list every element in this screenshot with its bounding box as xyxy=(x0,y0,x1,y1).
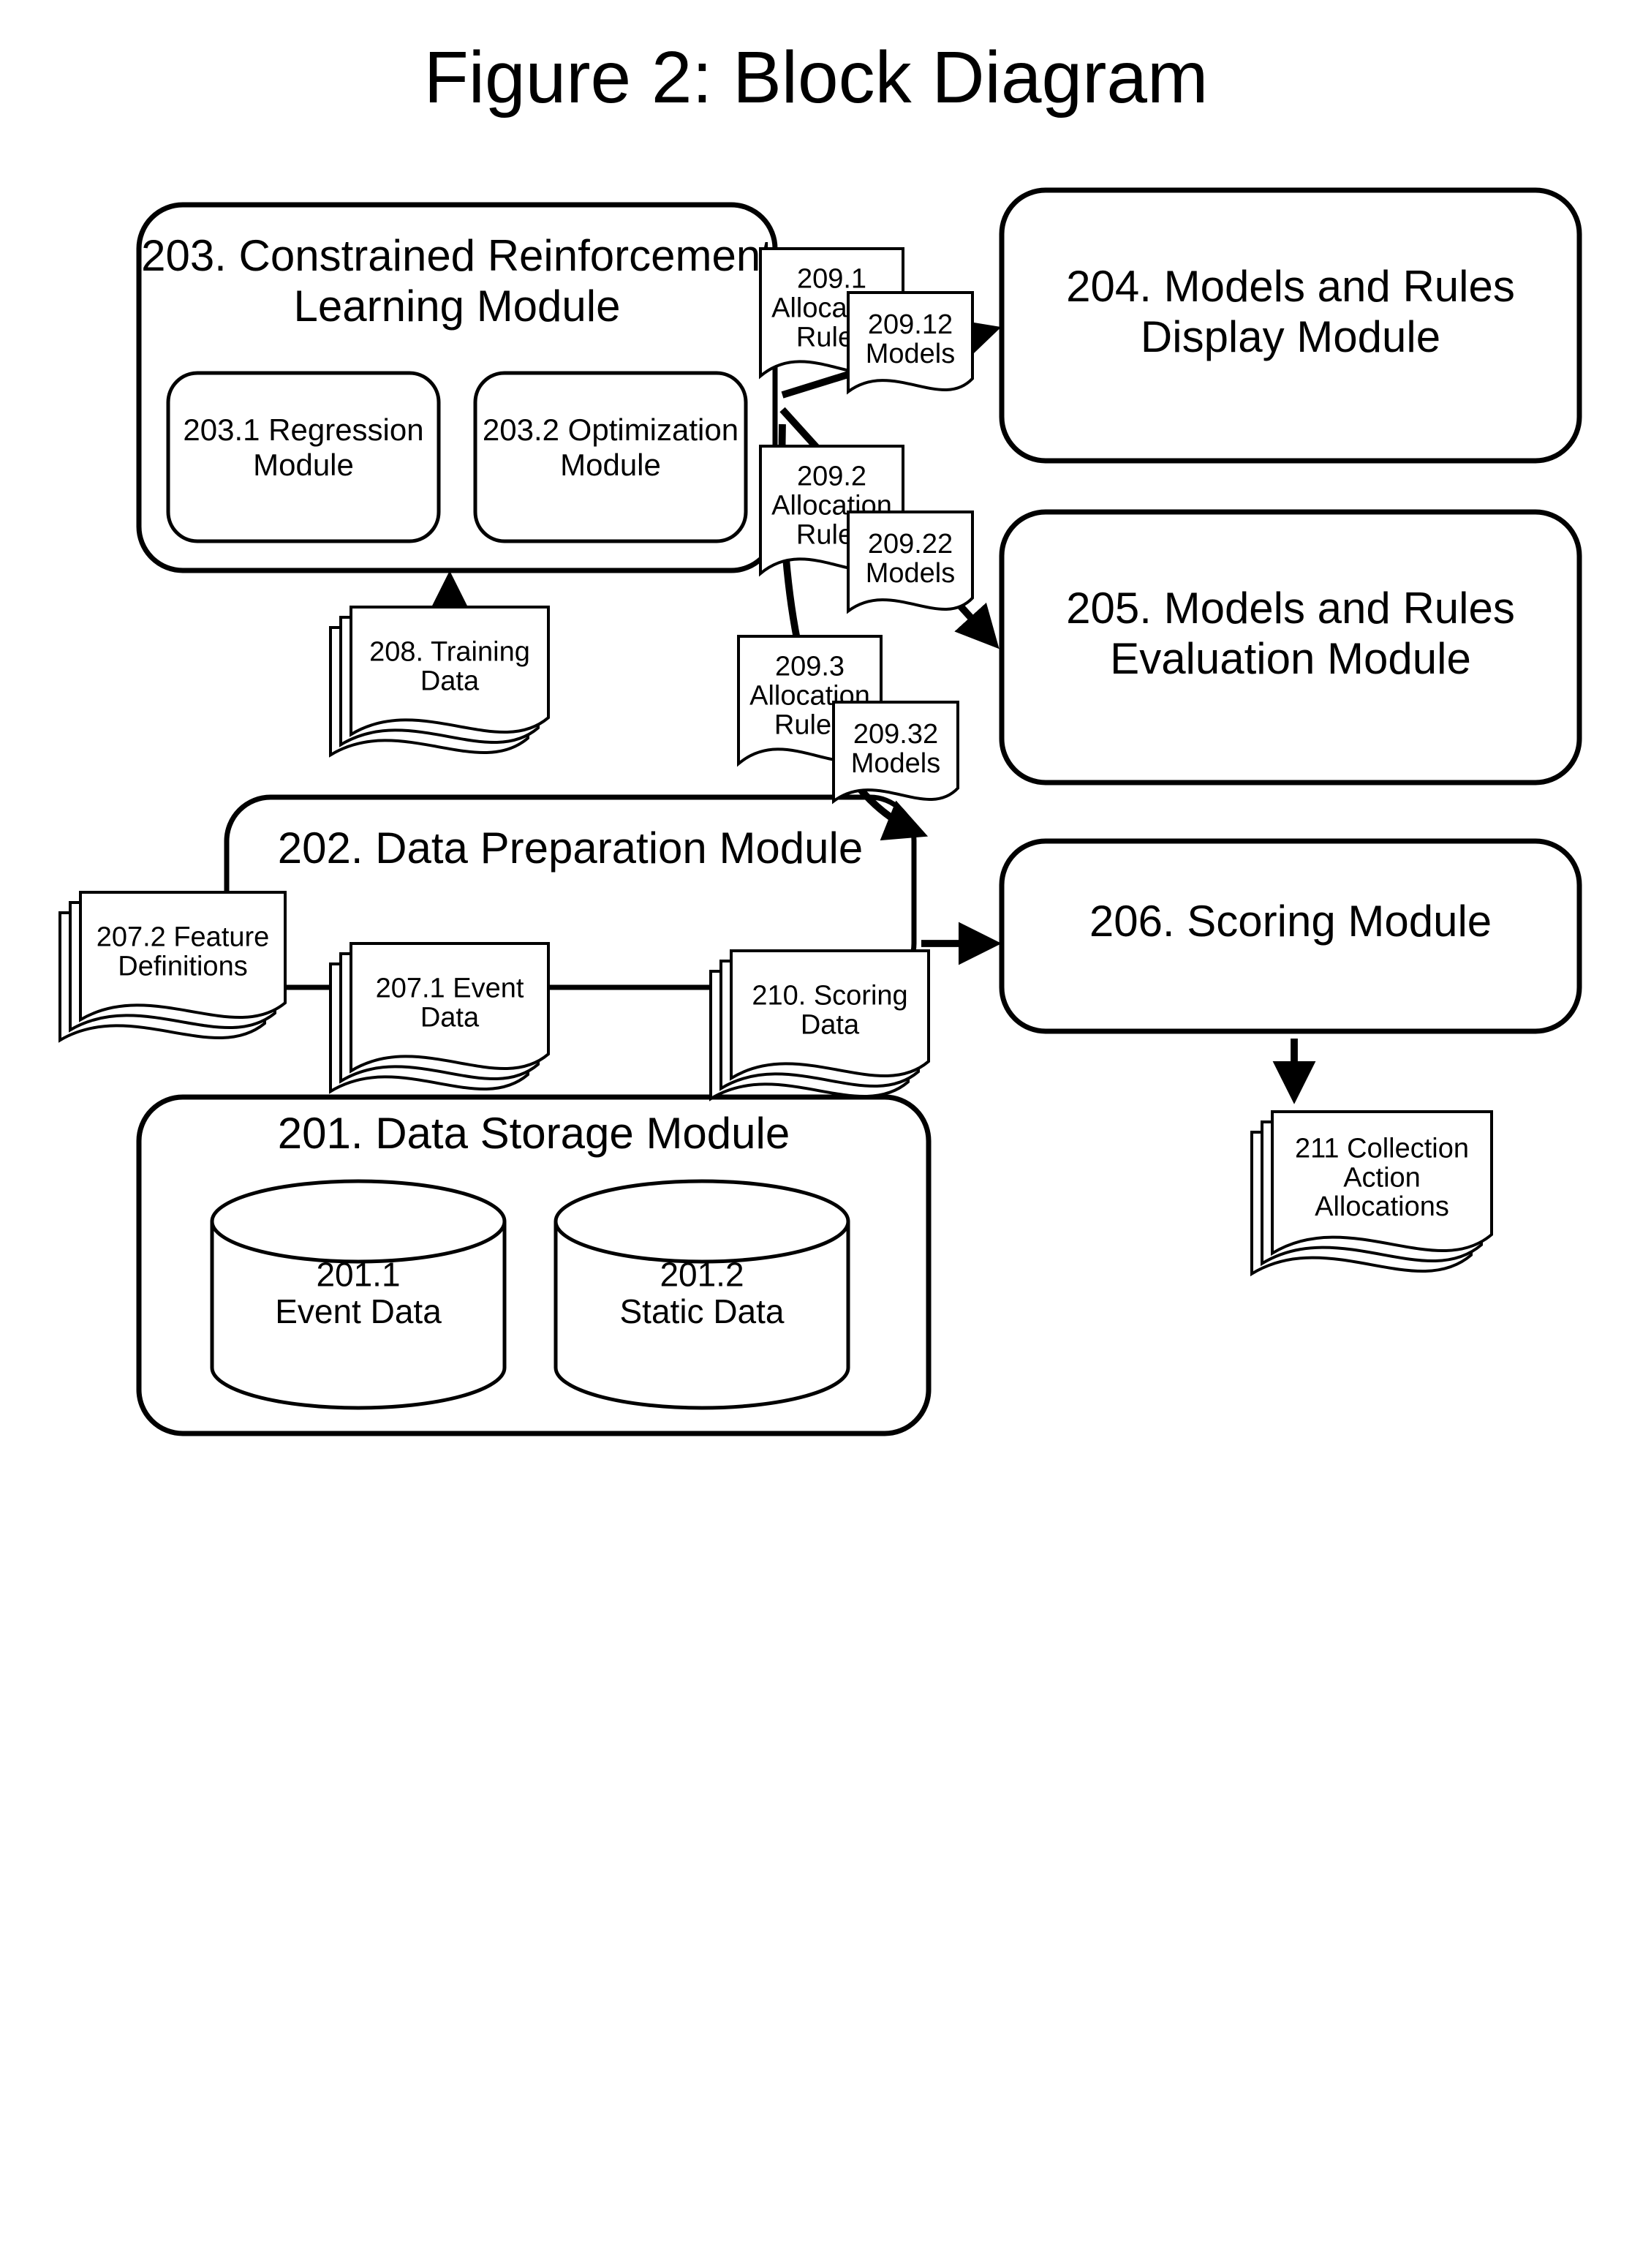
doc-d209_1-label-0: 209.1 xyxy=(797,264,866,295)
module-203-2-label-1: Module xyxy=(560,448,661,482)
module-203-label-1: Learning Module xyxy=(294,282,621,331)
db-201-1-top xyxy=(212,1181,505,1262)
diagram-body: 201. Data Storage Module 201.1Event Data 2… xyxy=(60,190,1579,1433)
db-201-1-label-0: 201.1 xyxy=(316,1256,400,1294)
doc-d210-label-1: Data xyxy=(801,1009,860,1040)
module-201-label-0: 201. Data Storage Module xyxy=(278,1109,790,1158)
doc-d208-label-0: 208. Training xyxy=(369,637,530,668)
doc-d209_32-label-0: 209.32 xyxy=(853,719,938,750)
doc-d209_32-label-1: Models xyxy=(851,748,941,779)
doc-d211-label-2: Allocations xyxy=(1315,1191,1449,1222)
doc-d209_3-label-0: 209.3 xyxy=(775,652,845,682)
doc-d207_1-label-1: Data xyxy=(420,1002,480,1033)
module-204-label-0: 204. Models and Rules xyxy=(1066,262,1515,311)
db-201-1-label-1: Event Data xyxy=(275,1292,442,1330)
module-206-label-0: 206. Scoring Module xyxy=(1089,897,1492,946)
doc-d210-label-0: 210. Scoring xyxy=(752,981,907,1011)
db-201-2-label-0: 201.2 xyxy=(660,1256,744,1294)
module-203-label-0: 203. Constrained Reinforcement xyxy=(141,231,773,280)
doc-d209_12-label-1: Models xyxy=(866,339,956,369)
figure-title: Figure 2: Block Diagram xyxy=(424,37,1209,118)
doc-d208-label-1: Data xyxy=(420,666,480,696)
doc-d209_22-label-0: 209.22 xyxy=(868,529,953,560)
module-205-label-1: Evaluation Module xyxy=(1110,634,1471,683)
module-203-1-label-1: Module xyxy=(253,448,354,482)
doc-d211-label-0: 211 Collection xyxy=(1295,1133,1469,1164)
module-204-label-1: Display Module xyxy=(1141,312,1440,361)
doc-d207_2-label-1: Definitions xyxy=(118,951,247,982)
doc-d209_12-label-0: 209.12 xyxy=(868,309,953,340)
db-201-2-label-1: Static Data xyxy=(620,1292,785,1330)
module-203-1-label-0: 203.1 Regression xyxy=(183,412,423,447)
doc-d207_1-label-0: 207.1 Event xyxy=(376,973,524,1004)
doc-d207_2-label-0: 207.2 Feature xyxy=(97,922,270,953)
module-205-label-0: 205. Models and Rules xyxy=(1066,584,1515,633)
module-202-label-0: 202. Data Preparation Module xyxy=(278,824,864,873)
doc-d209_2-label-0: 209.2 xyxy=(797,461,866,492)
db-201-2-top xyxy=(556,1181,848,1262)
module-203-2-label-0: 203.2 Optimization xyxy=(483,412,738,447)
doc-d211-label-1: Action xyxy=(1343,1162,1421,1193)
doc-d209_22-label-1: Models xyxy=(866,558,956,589)
block-diagram: Figure 2: Block Diagram 201. Data Storag… xyxy=(0,0,1632,1507)
